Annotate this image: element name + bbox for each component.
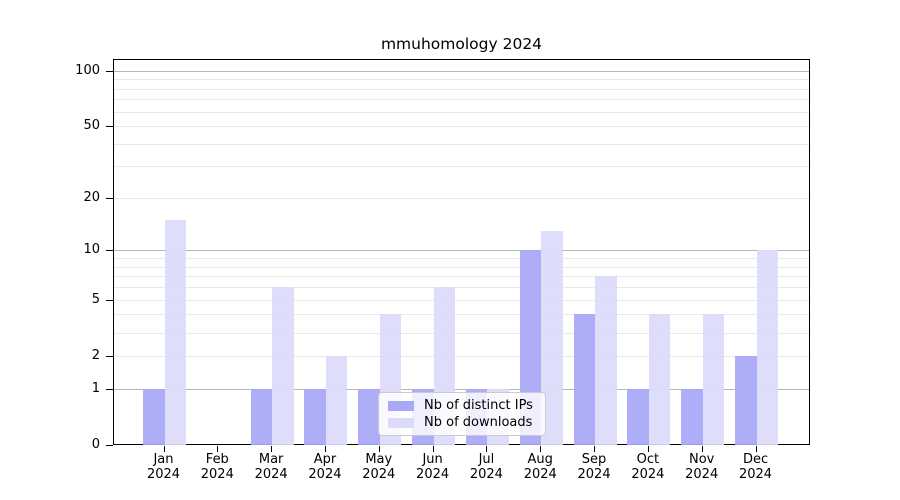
bar-downloads-nov xyxy=(702,314,725,445)
gridline-minor xyxy=(114,88,809,90)
x-tick-label: Oct 2024 xyxy=(631,452,665,482)
y-tick-label: 2 xyxy=(91,347,100,363)
y-tick-mark xyxy=(106,299,113,301)
y-tick-label: 1 xyxy=(91,380,100,396)
gridline-minor xyxy=(114,355,809,357)
y-tick-mark xyxy=(106,388,113,390)
gridline-minor xyxy=(114,111,809,113)
bar-downloads-apr xyxy=(325,355,348,445)
x-tick-mark xyxy=(647,446,649,452)
x-tick-mark xyxy=(486,446,488,452)
legend-item-downloads: Nb of downloads xyxy=(388,415,536,430)
bar-downloads-jan xyxy=(164,220,186,445)
x-tick-mark xyxy=(324,446,326,452)
legend: Nb of distinct IPs Nb of downloads xyxy=(378,392,546,436)
x-tick-label: Apr 2024 xyxy=(308,452,342,482)
bar-distinct-ips-apr xyxy=(304,388,326,445)
x-tick-label: Feb 2024 xyxy=(200,452,234,482)
gridline-minor xyxy=(114,287,809,289)
y-tick-label: 50 xyxy=(83,118,100,134)
x-tick-label: Jan 2024 xyxy=(146,452,181,482)
x-tick-label: May 2024 xyxy=(362,452,396,482)
gridline-minor xyxy=(114,166,809,168)
bar-distinct-ips-oct xyxy=(627,388,649,445)
gridline-minor xyxy=(114,198,809,199)
legend-item-distinct-ips: Nb of distinct IPs xyxy=(388,398,536,413)
x-tick-mark xyxy=(594,446,596,452)
y-tick-mark xyxy=(106,355,113,357)
x-tick-label: Mar 2024 xyxy=(254,452,288,482)
bar-distinct-ips-may xyxy=(358,388,380,445)
bar-distinct-ips-jan xyxy=(143,388,165,445)
bar-distinct-ips-sep xyxy=(573,314,596,445)
x-tick-mark xyxy=(540,446,542,452)
x-tick-label: Jun 2024 xyxy=(416,452,450,482)
y-tick-mark xyxy=(106,250,113,252)
bar-distinct-ips-nov xyxy=(681,388,703,445)
x-tick-label: Jul 2024 xyxy=(469,452,503,482)
plot-area xyxy=(113,59,810,445)
gridline-minor xyxy=(114,276,809,278)
y-tick-label: 10 xyxy=(83,242,100,258)
x-tick-mark xyxy=(271,446,273,452)
bar-downloads-dec xyxy=(756,250,779,445)
gridline-minor xyxy=(114,79,809,81)
bar-downloads-oct xyxy=(648,314,671,445)
gridline-major xyxy=(114,388,809,390)
gridline-major xyxy=(114,250,809,252)
y-tick-label: 5 xyxy=(91,291,100,307)
x-tick-label: Dec 2024 xyxy=(738,452,773,482)
x-tick-mark xyxy=(217,446,219,452)
y-tick-label: 20 xyxy=(83,190,100,205)
chart-title: mmuhomology 2024 xyxy=(380,35,543,53)
y-tick-mark xyxy=(106,126,113,128)
bar-distinct-ips-mar xyxy=(250,388,273,445)
x-tick-mark xyxy=(701,446,703,452)
legend-label-distinct-ips: Nb of distinct IPs xyxy=(424,398,533,413)
gridline-minor xyxy=(114,126,809,128)
x-tick-mark xyxy=(163,446,165,452)
y-tick-label: 0 xyxy=(91,437,100,452)
x-tick-label: Sep 2024 xyxy=(577,452,611,482)
x-tick-mark xyxy=(755,446,757,452)
bar-distinct-ips-dec xyxy=(735,355,757,445)
gridline-minor xyxy=(114,99,809,101)
y-tick-mark xyxy=(106,198,113,199)
bar-downloads-mar xyxy=(272,287,294,445)
gridline-minor xyxy=(114,314,809,316)
y-tick-mark xyxy=(106,445,113,446)
bar-downloads-aug xyxy=(541,230,563,445)
gridline-minor xyxy=(114,266,809,268)
gridline-minor xyxy=(114,143,809,145)
y-tick-label: 100 xyxy=(75,62,100,78)
legend-swatch-downloads xyxy=(388,417,414,428)
x-tick-mark xyxy=(432,446,434,452)
legend-label-downloads: Nb of downloads xyxy=(424,415,533,430)
legend-swatch-distinct-ips xyxy=(388,400,414,411)
bar-downloads-sep xyxy=(595,276,617,445)
gridline-minor xyxy=(114,258,809,260)
x-tick-mark xyxy=(378,446,380,452)
gridline-minor xyxy=(114,299,809,301)
gridline-major xyxy=(114,70,809,72)
y-tick-mark xyxy=(106,70,113,72)
x-tick-label: Aug 2024 xyxy=(523,452,557,482)
x-tick-label: Nov 2024 xyxy=(685,452,719,482)
gridline-minor xyxy=(114,332,809,334)
